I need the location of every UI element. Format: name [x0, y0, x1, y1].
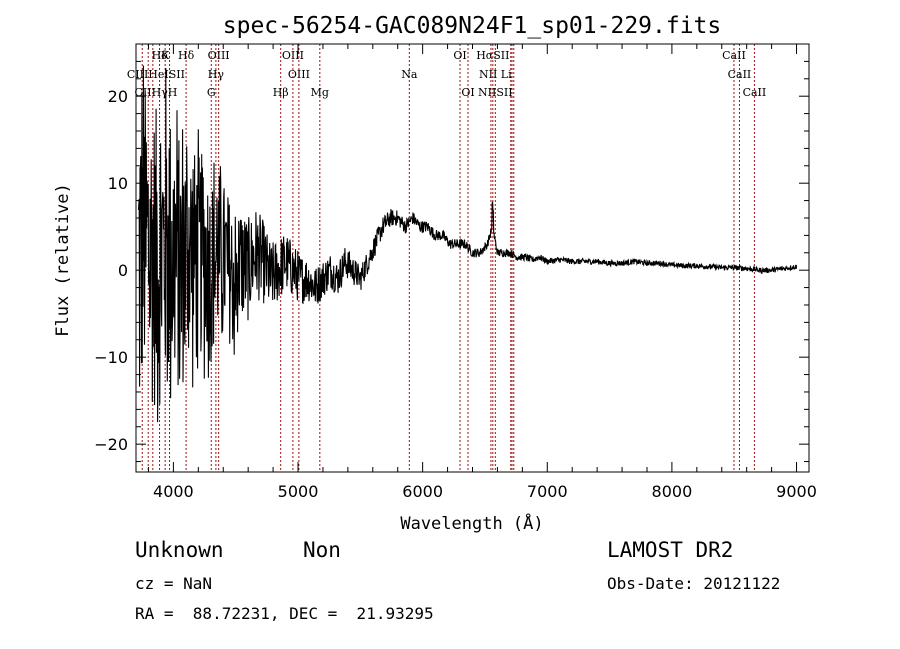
spectral-line-label: K [161, 49, 170, 62]
x-tick-label: 7000 [527, 482, 568, 501]
x-tick-label: 9000 [776, 482, 817, 501]
x-tick-label: 5000 [278, 482, 319, 501]
spectral-line-label: Na [401, 68, 418, 81]
spectral-line-label: Hδ [178, 49, 195, 62]
spectral-line-label: Hδ [152, 49, 169, 62]
y-axis: −20 −10 0 10 20 [94, 60, 809, 463]
y-tick-label: 20 [108, 87, 128, 106]
spectral-line-label: CaII [722, 49, 746, 62]
y-tick-label: 10 [108, 174, 128, 193]
spectrum-series-line [137, 65, 798, 423]
spectral-line-label: OI [453, 49, 466, 62]
x-tick-label: 8000 [652, 482, 693, 501]
x-tick-label: 6000 [402, 482, 443, 501]
y-axis-label: Flux (relative) [53, 183, 73, 337]
y-tick-label: −10 [94, 348, 128, 367]
spectral-line-label: Mg [311, 86, 329, 99]
spectral-line-label: CIIHγH [135, 86, 178, 99]
y-tick-label: 0 [118, 261, 128, 280]
spectral-line-label: CIIIHeISII [127, 68, 185, 81]
spectral-line-label: OIII [288, 68, 310, 81]
spectral-line-label: OIII [208, 49, 230, 62]
y-tick-label: −20 [94, 435, 128, 454]
spectral-line-label: NII Li [479, 68, 512, 81]
spectral-line-markers [141, 44, 755, 472]
spectral-line-label: Hγ [208, 68, 225, 81]
x-tick-label: 4000 [153, 482, 194, 501]
x-axis-label: Wavelength (Å) [400, 512, 543, 534]
spectral-line-label: NIISII [478, 86, 513, 99]
spectral-line-label: HαSII [476, 49, 509, 62]
observation-date: Obs-Date: 20121122 [607, 574, 781, 593]
chart-title: spec-56254-GAC089N24F1_sp01-229.fits [223, 13, 722, 39]
redshift-readout: cz = NaN [135, 574, 213, 593]
spectral-line-label: OIII [282, 49, 304, 62]
survey-name: LAMOST DR2 [607, 538, 734, 562]
coordinates-readout: RA = 88.72231, DEC = 21.93295 [135, 604, 434, 623]
spectral-line-label: CaII [728, 68, 752, 81]
object-subclass: Non [303, 538, 341, 562]
x-axis: 4000 5000 6000 7000 8000 9000 [147, 44, 817, 501]
spectral-line-label: CaII [743, 86, 767, 99]
spectral-line-label: Hβ [273, 86, 289, 99]
object-class: Unknown [135, 538, 224, 562]
spectral-line-label: OI [461, 86, 474, 99]
spectral-line-label: G [207, 86, 216, 99]
